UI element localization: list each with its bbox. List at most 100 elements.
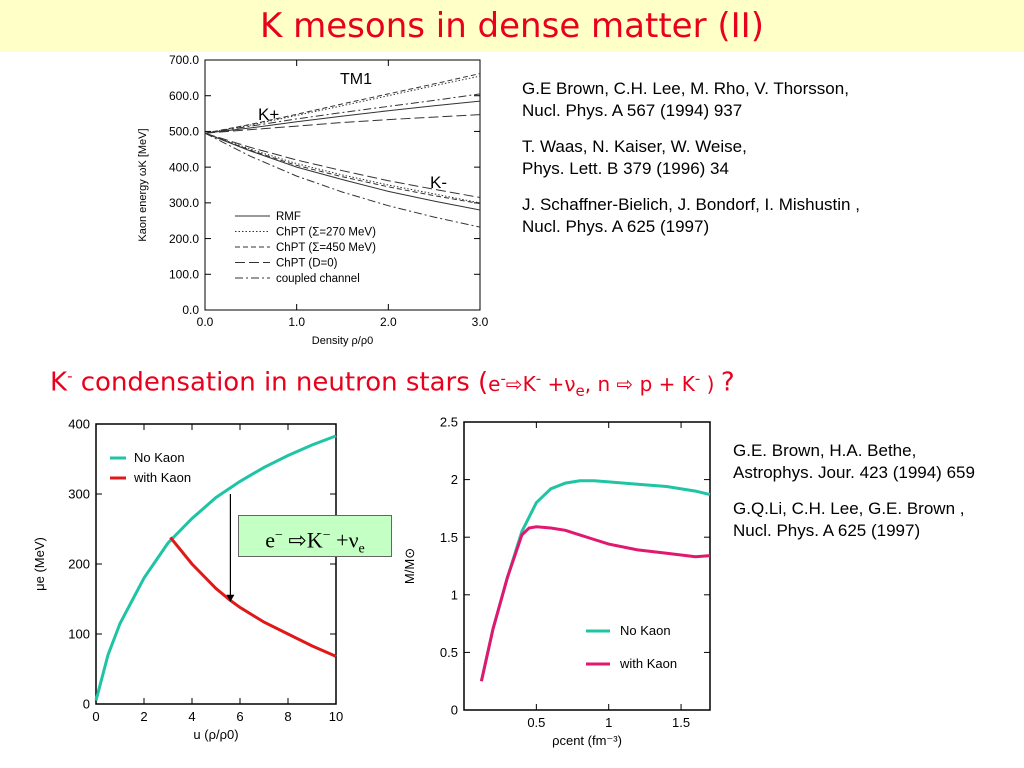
legend-label: with Kaon [133,470,191,485]
legend-label: RMF [276,211,301,223]
legend-label: ChPT (Σ=450 MeV) [276,242,376,254]
y-tick-label: 200.0 [169,232,199,246]
label-nu: +ν [330,527,359,553]
x-axis-label: u (ρ/ρ0) [193,727,238,742]
label-e: e [265,527,276,553]
legend-label: ChPT (D=0) [276,258,338,270]
x-tick-label: 2.0 [380,315,397,329]
subtitle-e: e [488,371,501,396]
x-tick-label: 1 [605,715,612,730]
x-tick-label: 1.0 [288,315,305,329]
series-line [204,93,481,134]
x-tick-label: 0.5 [527,715,545,730]
subtitle-question: ? [720,367,735,398]
x-tick-label: 4 [188,709,195,724]
series-line [204,75,481,134]
series-line [169,536,337,658]
subtitle-minus: - [535,369,542,387]
y-tick-label: 1.5 [440,530,458,545]
series-line [204,73,481,134]
subtitle-sub-e: e [575,381,585,400]
y-tick-label: 500.0 [169,125,199,139]
plot-frame [463,421,711,711]
slide-title: K mesons in dense matter (II) [260,6,764,46]
plot-frame [204,59,481,311]
y-tick-label: 2 [451,472,458,487]
label-minus: − [322,528,331,543]
series-line [204,132,481,211]
reference: G.E Brown, C.H. Lee, M. Rho, V. Thorsson… [522,78,860,122]
reference-journal: Nucl. Phys. A 567 (1994) 937 [522,101,743,120]
title-bar [0,0,1024,52]
series-line [204,132,481,205]
y-tick-label: 0.0 [182,303,199,317]
subtitle-n: , n [584,371,617,396]
chart-title: TM1 [340,71,372,88]
y-tick-label: 1 [451,587,458,602]
series-line [479,479,711,682]
legend-label: with Kaon [619,656,677,671]
annotation-k-plus: K+ [258,105,279,124]
x-tick-label: 0 [92,709,99,724]
neutron-star-mass-chart: 0.5 1 1.5 0 0.5 1 1.5 2 2.5 ρcent (fm⁻³) M/M⊙ No Ka… [402,415,711,748]
legend-label: No Kaon [620,623,671,638]
subtitle-minus: - [500,369,506,387]
subtitle-minus: - [694,369,701,387]
x-axis-label: ρcent (fm⁻³) [552,733,622,748]
subtitle: K- condensation in neutron stars (e-⇨K- … [50,358,735,409]
reference: J. Schaffner-Bielich, J. Bondorf, I. Mis… [522,194,860,238]
y-tick-label: 0 [451,703,458,718]
y-axis-label: M/M⊙ [402,548,417,584]
x-tick-label: 1.5 [672,715,690,730]
reference-journal: Nucl. Phys. A 625 (1997) [733,521,921,540]
subtitle-p-k: p + K [633,371,695,396]
references-bottom: G.E. Brown, H.A. Bethe, Astrophys. Jour.… [733,440,975,556]
label-k: K [306,527,323,553]
y-tick-label: 200 [68,557,90,572]
series-line [204,132,481,228]
series-line [94,434,337,701]
reference-authors: G.E. Brown, H.A. Bethe, [733,441,917,460]
y-tick-label: 400 [68,417,90,432]
references-top: G.E Brown, C.H. Lee, M. Rho, V. Thorsson… [522,78,860,252]
x-tick-label: 6 [236,709,243,724]
series-line [204,100,481,134]
legend-label: No Kaon [134,450,185,465]
reference: T. Waas, N. Kaiser, W. Weise, Phys. Lett… [522,136,860,180]
y-tick-label: 400.0 [169,160,199,174]
reference-journal: Phys. Lett. B 379 (1996) 34 [522,159,729,178]
kaon-energy-chart: 0.0 1.0 2.0 3.0 0.0 100.0 200.0 300.0 400.0 500.0… [137,53,489,347]
subtitle-k: K [522,371,536,396]
arrow-icon: ⇨ [282,527,307,553]
legend-label: ChPT (Σ=270 MeV) [276,227,376,239]
reference-authors: G.Q.Li, C.H. Lee, G.E. Brown , [733,499,965,518]
y-axis-label: μe (MeV) [32,537,47,591]
y-axis-label: Kaon energy ωK [MeV] [137,128,149,241]
y-tick-label: 0 [83,697,90,712]
plot-frame [95,423,337,705]
series-line [204,132,481,198]
subtitle-minus: - [67,367,73,385]
x-tick-label: 8 [284,709,291,724]
x-tick-label: 10 [329,709,343,724]
y-tick-label: 600.0 [169,89,199,103]
y-tick-label: 2.5 [440,415,458,430]
reaction-label: e− ⇨K− +νe [238,515,392,557]
y-tick-label: 300.0 [169,196,199,210]
annotation-k-minus: K- [430,173,447,192]
y-tick-label: 700.0 [169,53,199,67]
subtitle-k: K [50,367,68,398]
reference-journal: Nucl. Phys. A 625 (1997) [522,217,710,236]
x-tick-label: 0.0 [197,315,214,329]
reference-authors: J. Schaffner-Bielich, J. Bondorf, I. Mis… [522,195,860,214]
x-tick-label: 2 [140,709,147,724]
y-tick-label: 300 [68,487,90,502]
label-minus: − [275,528,283,543]
series-line [204,114,481,134]
subtitle-text: condensation in neutron stars ( [72,367,489,398]
arrow-head-icon [226,594,235,602]
reference-journal: Astrophys. Jour. 423 (1994) 659 [733,463,975,482]
subtitle-close: ) [700,371,721,396]
y-tick-label: 0.5 [440,645,458,660]
